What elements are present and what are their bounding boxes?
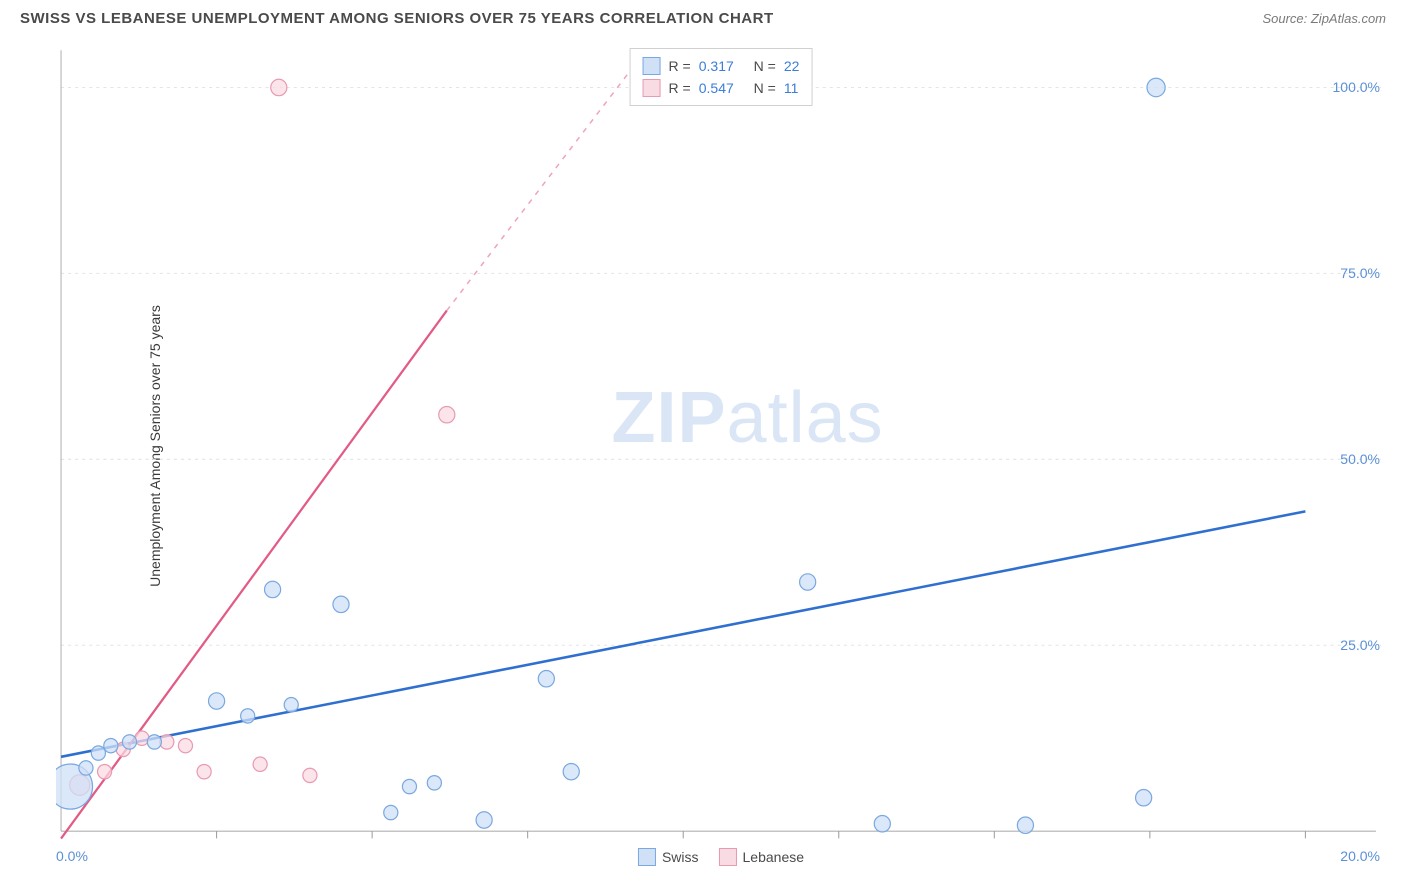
chart-area: ZIPatlas R = 0.317 N = 22 R = 0.547 N = … [56, 40, 1386, 862]
y-tick-label: 75.0% [1340, 265, 1380, 281]
scatter-plot-svg [56, 40, 1386, 862]
source-label: Source: ZipAtlas.com [1262, 11, 1386, 26]
chart-title: SWISS VS LEBANESE UNEMPLOYMENT AMONG SEN… [20, 10, 774, 27]
x-axis-max-label: 20.0% [1340, 848, 1380, 864]
x-axis-min-label: 0.0% [56, 848, 88, 864]
legend-item-lebanese: Lebanese [719, 848, 805, 866]
series-legend: Swiss Lebanese [638, 848, 804, 866]
swiss-swatch-icon [638, 848, 656, 866]
legend-row-swiss: R = 0.317 N = 22 [643, 55, 800, 77]
y-tick-label: 100.0% [1333, 79, 1380, 95]
y-tick-label: 50.0% [1340, 451, 1380, 467]
lebanese-swatch-icon [643, 79, 661, 97]
swiss-swatch-icon [643, 57, 661, 75]
correlation-legend: R = 0.317 N = 22 R = 0.547 N = 11 [630, 48, 813, 106]
lebanese-swatch-icon [719, 848, 737, 866]
legend-item-swiss: Swiss [638, 848, 699, 866]
legend-row-lebanese: R = 0.547 N = 11 [643, 77, 800, 99]
y-tick-label: 25.0% [1340, 637, 1380, 653]
